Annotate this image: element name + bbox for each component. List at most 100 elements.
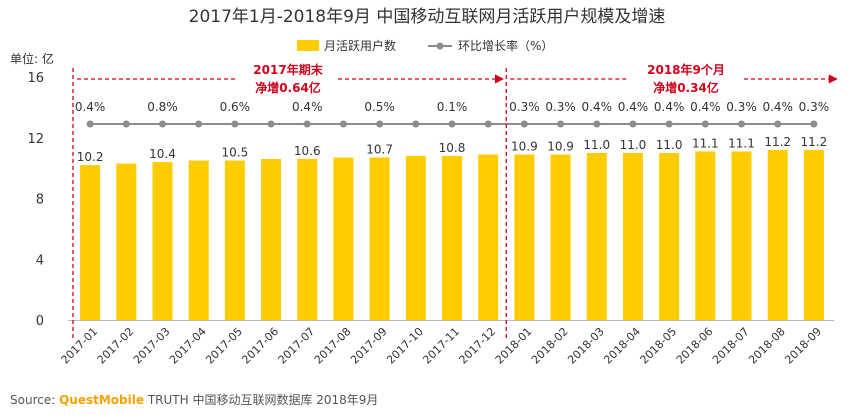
- x-tick-label: 2018-01: [493, 325, 535, 367]
- x-tick-label: 2017-06: [239, 325, 281, 367]
- bar-2017-01: [80, 165, 101, 320]
- growth-point-2017-09: [376, 120, 384, 128]
- growth-point-2017-05: [231, 120, 239, 128]
- bar-2017-12: [478, 154, 499, 320]
- growth-point-2017-04: [195, 120, 203, 128]
- bar-2017-03: [152, 162, 173, 320]
- bar-2017-10: [405, 155, 426, 320]
- growth-point-2017-11: [448, 120, 456, 128]
- x-tick-label: 2017-11: [420, 325, 462, 367]
- growth-point-2017-10: [412, 120, 420, 128]
- bar-2018-08: [767, 149, 788, 320]
- bar-2018-05: [659, 152, 680, 320]
- annotation-2018-line2: 净增0.34亿: [653, 80, 719, 95]
- x-tick-label: 2017-01: [59, 325, 101, 367]
- bar-value-label: 11.2: [764, 135, 791, 149]
- x-tick-label: 2018-02: [529, 325, 571, 367]
- growth-rate-label: 0.4%: [75, 100, 106, 114]
- growth-rate-label: 0.4%: [618, 100, 649, 114]
- x-tick-label: 2017-12: [457, 325, 499, 367]
- bar-2017-09: [369, 157, 390, 320]
- growth-rate-label: 0.8%: [147, 100, 178, 114]
- growth-point-2018-07: [738, 120, 746, 128]
- growth-point-2018-03: [593, 120, 601, 128]
- annotation-2017-line1: 2017年期末: [253, 62, 323, 77]
- x-tick-label: 2017-08: [312, 325, 354, 367]
- growth-rate-label: 0.3%: [726, 100, 757, 114]
- growth-rate-label: 0.1%: [437, 100, 468, 114]
- bar-2018-06: [695, 151, 716, 320]
- bar-value-label: 11.0: [583, 138, 610, 152]
- bar-value-label: 10.6: [294, 144, 321, 158]
- bar-value-label: 10.7: [366, 142, 393, 156]
- x-tick-label: 2018-08: [746, 325, 788, 367]
- growth-rate-label: 0.3%: [799, 100, 830, 114]
- growth-point-2018-09: [810, 120, 818, 128]
- bar-2017-11: [442, 155, 462, 320]
- bar-2017-02: [116, 163, 137, 320]
- y-tick-label: 12: [27, 132, 44, 147]
- bar-value-label: 10.4: [149, 147, 176, 161]
- bar-2018-04: [622, 152, 643, 320]
- growth-point-2017-12: [484, 120, 492, 128]
- x-tick-label: 2017-02: [95, 325, 137, 367]
- y-axis-unit-label: 单位: 亿: [10, 51, 54, 66]
- bar-2017-06: [261, 159, 282, 320]
- source-note: Source: QuestMobile TRUTH 中国移动互联网数据库 201…: [10, 391, 378, 408]
- bar-2017-04: [188, 160, 209, 320]
- x-tick-label: 2018-05: [638, 325, 680, 367]
- source-suffix: TRUTH 中国移动互联网数据库 2018年9月: [147, 393, 379, 407]
- bar-2017-07: [297, 159, 318, 320]
- growth-rate-label: 0.5%: [364, 100, 395, 114]
- growth-point-2018-06: [701, 120, 709, 128]
- chart-title: 2017年1月-2018年9月 中国移动互联网月活跃用户规模及增速: [189, 7, 666, 27]
- legend-line-label: 环比增长率（%）: [458, 38, 553, 53]
- growth-rate-label: 0.4%: [654, 100, 685, 114]
- x-tick-label: 2018-04: [601, 325, 643, 367]
- x-tick-label: 2017-07: [276, 325, 318, 367]
- growth-point-2017-07: [303, 120, 311, 128]
- annotation-2018-line1: 2018年9个月: [647, 62, 725, 77]
- growth-point-2017-03: [158, 120, 166, 128]
- bar-2018-07: [731, 151, 752, 320]
- y-tick-label: 0: [36, 314, 44, 329]
- bar-value-label: 10.5: [221, 146, 248, 160]
- growth-rate-label: 0.4%: [292, 100, 323, 114]
- source-prefix: Source:: [10, 393, 56, 407]
- bar-2017-05: [224, 160, 245, 320]
- growth-point-2018-05: [665, 120, 673, 128]
- legend-line-dot: [436, 42, 444, 50]
- growth-point-2017-08: [339, 120, 347, 128]
- x-tick-label: 2018-07: [710, 325, 752, 367]
- x-tick-label: 2017-03: [131, 325, 173, 367]
- bar-value-label: 10.9: [511, 139, 538, 153]
- bar-value-label: 11.2: [801, 135, 828, 149]
- bar-value-label: 11.1: [728, 136, 755, 150]
- x-tick-label: 2017-04: [167, 325, 209, 367]
- legend-bar-label: 月活跃用户数: [324, 38, 396, 53]
- source-brand: QuestMobile: [59, 393, 144, 407]
- growth-rate-label: 0.4%: [690, 100, 721, 114]
- growth-point-2018-02: [557, 120, 565, 128]
- bar-2018-01: [514, 154, 535, 320]
- x-tick-label: 2018-03: [565, 325, 607, 367]
- bar-2018-02: [550, 154, 571, 320]
- y-tick-label: 4: [36, 253, 44, 268]
- growth-point-2017-02: [122, 120, 130, 128]
- growth-point-2017-06: [267, 120, 275, 128]
- growth-rate-label: 0.4%: [762, 100, 793, 114]
- x-tick-label: 2018-06: [674, 325, 716, 367]
- x-tick-label: 2017-10: [384, 325, 426, 367]
- bar-2017-08: [333, 157, 354, 320]
- y-tick-label: 8: [36, 193, 44, 208]
- bar-value-label: 11.0: [620, 138, 647, 152]
- x-tick-label: 2017-09: [348, 325, 390, 367]
- x-tick-label: 2017-05: [203, 325, 245, 367]
- growth-rate-label: 0.4%: [582, 100, 613, 114]
- bar-2018-09: [803, 149, 824, 320]
- bar-value-label: 10.8: [439, 141, 466, 155]
- growth-rate-label: 0.3%: [509, 100, 540, 114]
- x-tick-label: 2018-09: [782, 325, 824, 367]
